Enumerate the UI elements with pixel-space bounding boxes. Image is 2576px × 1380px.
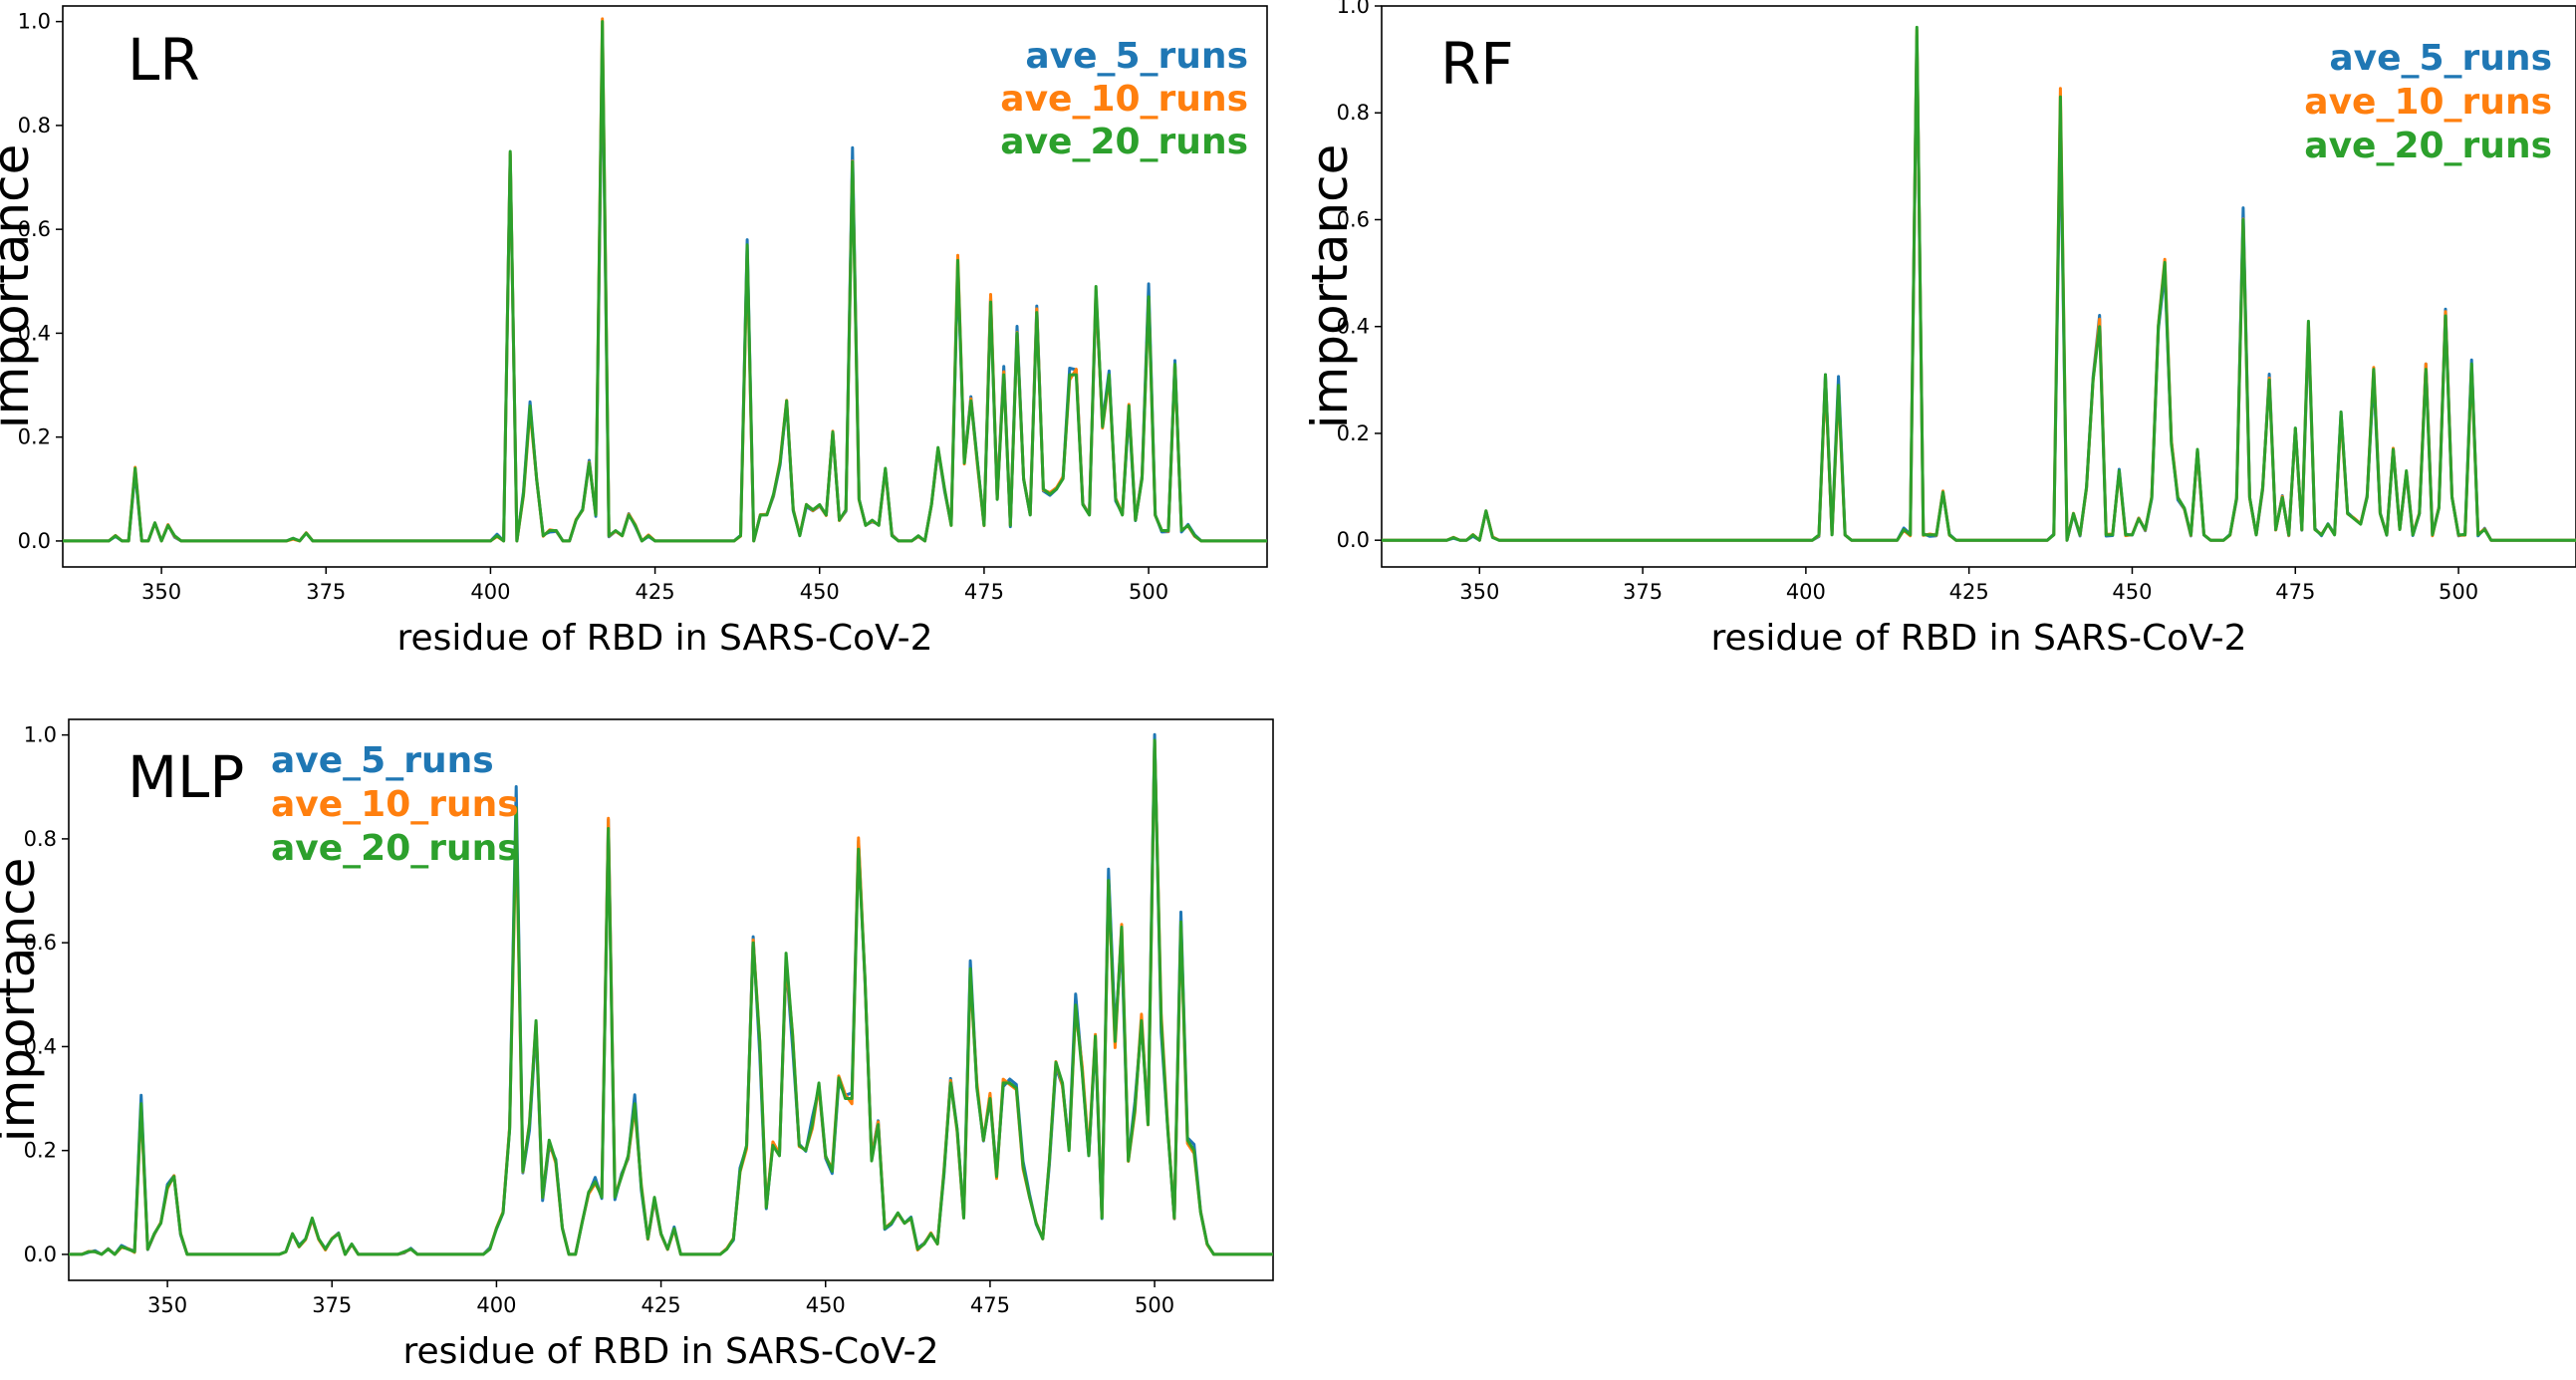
lr-ytick-label: 0.0	[18, 529, 51, 553]
mlp-series-ave-20-runs	[69, 738, 1273, 1256]
mlp-series-ave-5-runs	[69, 732, 1273, 1256]
mlp-legend-ave-5-runs: ave_5_runs	[271, 740, 494, 781]
rf-ytick-label: 0.6	[1337, 207, 1370, 231]
mlp-ytick-label: 0.8	[24, 827, 57, 851]
rf-ytick-label: 1.0	[1337, 0, 1370, 18]
rf-ytick-label: 0.8	[1337, 101, 1370, 125]
mlp-xtick-label: 425	[642, 1293, 681, 1317]
lr-ytick-label: 0.6	[18, 217, 51, 241]
rf-xtick-label: 400	[1786, 580, 1826, 604]
lr-xtick-label: 425	[636, 580, 675, 604]
mlp-series-ave-10-runs	[69, 738, 1273, 1256]
mlp-ytick-label: 1.0	[24, 723, 57, 747]
lr-xtick-label: 500	[1129, 580, 1168, 604]
mlp-x-axis-label: residue of RBD in SARS-CoV-2	[402, 1331, 938, 1372]
mlp-axes-frame	[68, 718, 1274, 1281]
rf-legend-ave-10-runs: ave_10_runs	[2304, 82, 2552, 123]
mlp-xtick-label: 375	[312, 1293, 352, 1317]
rf-xtick-label: 425	[1949, 580, 1989, 604]
lr-panel: 350 375 400 425 450 475 500 0.0 0.2 0.4 0.6 0.8 1.0 r…	[0, 5, 1268, 659]
rf-ytick-label: 0.0	[1337, 528, 1370, 552]
lr-ytick-label: 0.8	[18, 114, 51, 138]
lr-legend-ave-5-runs: ave_5_runs	[1025, 36, 1248, 77]
mlp-ytick-label: 0.0	[24, 1242, 57, 1266]
rf-series-ave-20-runs	[1382, 25, 2576, 542]
mlp-ytick-label: 0.6	[24, 931, 57, 955]
rf-x-axis-label: residue of RBD in SARS-CoV-2	[1710, 618, 2246, 659]
rf-panel: 350 375 400 425 450 475 500 0.0 0.2 0.4 0.6 0.8 1.0 r…	[1301, 0, 2576, 659]
mlp-legend-ave-20-runs: ave_20_runs	[271, 828, 519, 869]
rf-legend-ave-5-runs: ave_5_runs	[2329, 38, 2552, 79]
mlp-legend-ave-10-runs: ave_10_runs	[271, 784, 519, 825]
lr-series-ave-20-runs	[63, 20, 1267, 543]
lr-legend-ave-10-runs: ave_10_runs	[1000, 79, 1248, 120]
rf-xtick-label: 450	[2112, 580, 2152, 604]
lr-ytick-label: 1.0	[18, 10, 51, 34]
mlp-y-axis-label: importance	[0, 858, 46, 1143]
mlp-panel-title: MLP	[128, 743, 244, 811]
lr-legend-ave-20-runs: ave_20_runs	[1000, 122, 1248, 162]
rf-xtick-label: 375	[1623, 580, 1663, 604]
rf-panel-title: RF	[1440, 30, 1514, 98]
mlp-ytick-label: 0.4	[24, 1034, 57, 1058]
lr-ytick-label: 0.4	[18, 321, 51, 345]
rf-legend-ave-20-runs: ave_20_runs	[2304, 126, 2552, 166]
mlp-panel: 350 375 400 425 450 475 500 0.0 0.2 0.4 0.6 0.8 1.0 r…	[0, 718, 1274, 1372]
rf-ytick-label: 0.2	[1337, 421, 1370, 445]
rf-xtick-label: 350	[1459, 580, 1499, 604]
lr-axes-frame	[62, 5, 1268, 568]
mlp-xtick-label: 400	[476, 1293, 516, 1317]
lr-xtick-label: 350	[141, 580, 181, 604]
rf-ytick-label: 0.4	[1337, 315, 1370, 339]
rf-xtick-label: 500	[2439, 580, 2478, 604]
rf-xtick-label: 475	[2275, 580, 2315, 604]
mlp-xtick-label: 350	[147, 1293, 187, 1317]
lr-xtick-label: 475	[964, 580, 1004, 604]
lr-xtick-label: 450	[800, 580, 840, 604]
lr-y-axis-label: importance	[0, 144, 40, 429]
lr-panel-title: LR	[128, 26, 200, 94]
mlp-ytick-label: 0.2	[24, 1139, 57, 1163]
lr-xtick-label: 375	[306, 580, 346, 604]
rf-axes-frame	[1381, 5, 2576, 568]
rf-y-axis-label: importance	[1301, 144, 1359, 429]
mlp-xtick-label: 475	[970, 1293, 1010, 1317]
lr-x-axis-label: residue of RBD in SARS-CoV-2	[396, 618, 932, 659]
lr-ytick-label: 0.2	[18, 425, 51, 449]
mlp-xtick-label: 450	[806, 1293, 846, 1317]
mlp-xtick-label: 500	[1135, 1293, 1174, 1317]
lr-xtick-label: 400	[470, 580, 510, 604]
